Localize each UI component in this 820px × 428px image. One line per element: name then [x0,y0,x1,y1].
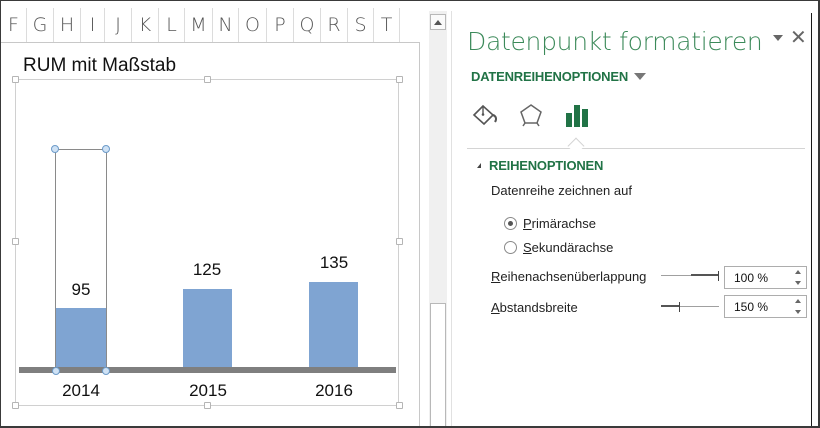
series-overlap-spinner[interactable]: 100 % [724,266,807,289]
column-header-i[interactable]: I [81,8,105,42]
scroll-thumb[interactable] [430,303,446,426]
gap-width-label: Abstandsbreite [491,300,578,315]
category-axis-line[interactable] [19,367,396,373]
chevron-down-icon [634,73,647,80]
selection-handle-icon[interactable] [52,367,60,375]
radio-checked-icon[interactable] [504,217,517,230]
column-header-l[interactable]: L [159,8,185,42]
data-label-2015[interactable]: 125 [192,260,222,279]
spinner-arrows-icon[interactable] [795,299,801,314]
slider-thumb[interactable] [718,271,719,281]
radio-secondary-axis[interactable]: Sekundärachse [504,240,613,255]
selection-handle-icon[interactable] [51,145,59,153]
pane-tab-row [471,101,591,129]
x-tick-2014: 2014 [62,381,100,400]
column-header-k[interactable]: K [132,8,159,42]
series-overlap-slider[interactable] [661,271,719,281]
bar-2014[interactable] [56,308,106,368]
x-tick-2015: 2015 [189,381,227,400]
column-header-n[interactable]: N [213,8,239,42]
sheet-top-border [1,42,419,43]
series-options-bars-icon[interactable] [563,101,591,129]
plot-series-on-label: Datenreihe zeichnen auf [491,183,632,198]
column-header-f[interactable]: F [1,8,27,42]
active-tab-indicator [567,137,585,155]
resize-handle-bc[interactable] [204,402,211,409]
radio-secondary-axis-label: Sekundärachse [523,240,614,255]
sheet-right-border [419,42,420,426]
gap-width-value[interactable]: 150 % [734,299,769,314]
spinner-arrows-icon[interactable] [795,270,801,285]
series-overlap-value[interactable]: 100 % [734,270,769,285]
pane-divider [451,11,452,426]
series-options-dropdown[interactable]: DATENREIHENOPTIONEN [471,69,647,84]
column-header-m[interactable]: M [185,8,213,42]
resize-handle-bl[interactable] [12,402,19,409]
column-header-h[interactable]: H [54,8,81,42]
pane-right-border [811,13,812,426]
resize-handle-mr[interactable] [396,238,403,245]
resize-handle-ml[interactable] [12,238,19,245]
x-tick-2016: 2016 [315,381,353,400]
column-header-r[interactable]: R [321,8,348,42]
column-header-o[interactable]: O [239,8,267,42]
data-label-2014[interactable]: 95 [71,280,91,299]
radio-primary-axis-label: Primärachse [523,216,596,231]
section-header-series-options[interactable]: REIHENOPTIONEN [477,158,603,173]
gap-width-slider[interactable] [661,302,719,312]
pane-options-caret-icon[interactable] [773,35,783,41]
vertical-scrollbar[interactable] [429,11,447,426]
column-header-j[interactable]: J [105,8,132,42]
slider-thumb[interactable] [679,302,680,312]
radio-unchecked-icon[interactable] [504,241,517,254]
close-icon[interactable]: ✕ [790,25,807,49]
radio-primary-axis[interactable]: Primärachse [504,216,596,231]
resize-handle-tc[interactable] [204,76,211,83]
chart-title[interactable]: RUM mit Maßstab [23,55,177,76]
series-options-label: DATENREIHENOPTIONEN [471,69,629,84]
column-header-g[interactable]: G [27,8,54,42]
column-header-t[interactable]: T [374,8,400,42]
series-overlap-label: Reihenachsenüberlappung [491,269,647,284]
tab-separator [467,148,805,149]
gap-width-spinner[interactable]: 150 % [724,295,807,318]
effects-pentagon-icon[interactable] [517,101,545,129]
resize-handle-tr[interactable] [396,76,403,83]
selection-handle-icon[interactable] [102,145,110,153]
pane-title: Datenpunkt formatieren [467,27,763,56]
resize-handle-tl[interactable] [12,76,19,83]
column-header-q[interactable]: Q [294,8,321,42]
section-title: REIHENOPTIONEN [489,158,604,173]
fill-line-icon[interactable] [471,101,499,129]
column-header-p[interactable]: P [267,8,294,42]
bar-2015[interactable] [183,289,232,368]
scroll-up-arrow-icon[interactable] [430,14,446,30]
bar-2016[interactable] [309,282,358,368]
data-label-2016[interactable]: 135 [319,253,349,272]
collapse-triangle-icon [477,163,481,168]
resize-handle-br[interactable] [396,402,403,409]
selection-handle-icon[interactable] [102,367,110,375]
column-header-s[interactable]: S [348,8,374,42]
